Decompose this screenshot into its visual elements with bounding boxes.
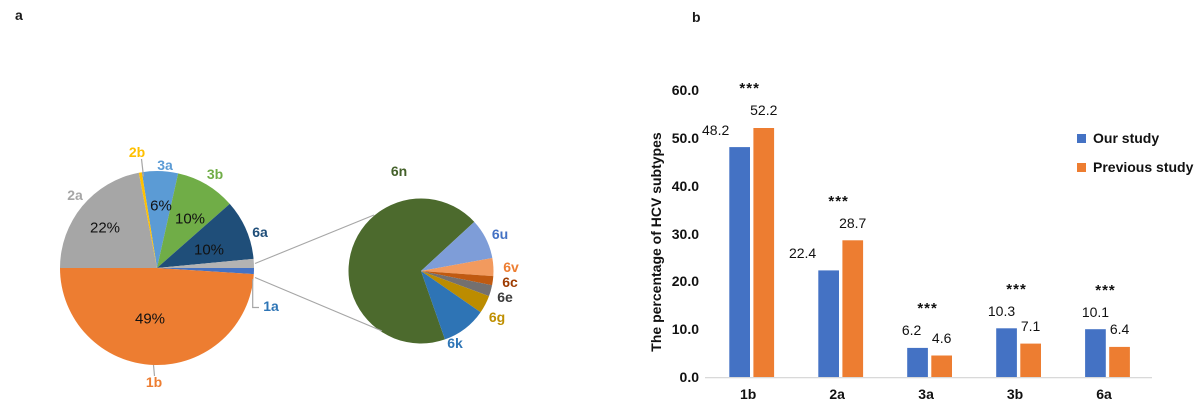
legend-label-previous-study: Previous study xyxy=(1093,159,1194,175)
pie-value-3b: 10% xyxy=(174,210,206,228)
y-tick-label-60.0: 60.0 xyxy=(671,82,699,99)
pie-label-6n: 6n xyxy=(390,163,408,179)
bar-value-our-study-6a: 10.1 xyxy=(1081,303,1110,320)
bar-previous-study-6a xyxy=(1109,346,1130,378)
leader-line-1a xyxy=(252,279,259,309)
pie-label-6v: 6v xyxy=(503,259,519,275)
pie-label-6k: 6k xyxy=(447,335,463,351)
panel-a-label: a xyxy=(15,7,23,23)
pie-slice-3b xyxy=(157,173,230,268)
connector-line-top xyxy=(254,214,375,265)
pie-label-3a: 3a xyxy=(157,157,173,173)
significance-stars-2a: *** xyxy=(828,192,849,210)
x-category-label-3b: 3b xyxy=(1006,385,1024,402)
pie-slice-3a xyxy=(141,170,179,268)
bar-our-study-3a xyxy=(907,347,928,378)
bar-our-study-2a xyxy=(818,270,839,378)
bar-value-our-study-2a: 22.4 xyxy=(788,244,817,261)
legend-item-our-study: Our study xyxy=(1077,130,1160,146)
pie-value-3a: 6% xyxy=(150,197,172,215)
y-tick-label-30.0: 30.0 xyxy=(671,225,699,242)
y-tick-label-20.0: 20.0 xyxy=(671,273,699,290)
x-category-label-2a: 2a xyxy=(829,385,845,402)
bar-our-study-6a xyxy=(1085,329,1106,378)
x-axis-baseline xyxy=(705,377,1152,379)
pie-label-6g: 6g xyxy=(488,309,506,325)
pie-slice-6u xyxy=(421,221,493,271)
pie-label-6e: 6e xyxy=(497,289,513,305)
pie-slice-6a xyxy=(157,203,254,268)
bar-value-our-study-3b: 10.3 xyxy=(987,302,1016,319)
bar-value-previous-study-1b: 52.2 xyxy=(750,102,778,119)
panel-b-label: b xyxy=(692,9,701,25)
y-tick-label-40.0: 40.0 xyxy=(671,177,699,194)
bar-value-our-study-1b: 48.2 xyxy=(702,121,730,138)
x-category-label-1b: 1b xyxy=(740,385,757,402)
significance-stars-3a: *** xyxy=(917,300,938,318)
bar-our-study-1b xyxy=(729,147,750,378)
pie-slice-6k xyxy=(421,271,481,340)
bar-value-previous-study-3a: 4.6 xyxy=(931,330,952,346)
pie-label-2a: 2a xyxy=(67,187,83,203)
pie-slice-2a xyxy=(60,172,157,268)
pie-label-6a: 6a xyxy=(252,224,268,240)
pie-label-6u: 6u xyxy=(491,226,509,242)
pie-slice-6e xyxy=(421,271,493,297)
y-tick-label-50.0: 50.0 xyxy=(671,130,699,146)
pie-value-6a: 10% xyxy=(193,241,225,259)
pie-value-1b: 49% xyxy=(134,310,166,328)
legend-item-previous-study: Previous study xyxy=(1077,159,1194,175)
x-category-label-3a: 3a xyxy=(918,385,934,402)
pie-hcv-subtypes xyxy=(60,170,255,366)
pie-slice-6n xyxy=(348,198,475,344)
pie-slice-unlabeled xyxy=(157,258,254,268)
bar-value-previous-study-2a: 28.7 xyxy=(839,214,867,231)
pie-label-1b: 1b xyxy=(145,374,163,390)
connector-line-bottom xyxy=(254,276,383,332)
pie-slice-1a xyxy=(157,268,255,275)
bar-chart-bars xyxy=(729,128,1130,378)
y-tick-label-0.0: 0.0 xyxy=(679,369,699,385)
bar-value-previous-study-6a: 6.4 xyxy=(1109,321,1130,338)
bar-previous-study-1b xyxy=(753,128,775,378)
bar-previous-study-2a xyxy=(842,240,864,378)
pie-label-2b: 2b xyxy=(128,144,146,160)
pie-label-6c: 6c xyxy=(502,274,518,290)
bar-value-our-study-3a: 6.2 xyxy=(901,322,922,339)
bar-previous-study-3b xyxy=(1020,343,1041,378)
legend-label-our-study: Our study xyxy=(1093,130,1160,146)
significance-stars-1b: *** xyxy=(739,80,760,98)
bar-our-study-3b xyxy=(996,328,1017,378)
pie-slice-1b xyxy=(60,268,254,366)
legend-swatch-our-study xyxy=(1077,133,1086,143)
pie-genotype6-expanded xyxy=(348,198,494,344)
bar-previous-study-3a xyxy=(931,355,952,378)
pie-slice-6g xyxy=(421,271,489,313)
pie-slice-2b xyxy=(138,172,157,268)
significance-stars-6a: *** xyxy=(1095,281,1116,299)
pie-label-1a: 1a xyxy=(263,298,279,314)
y-tick-label-10.0: 10.0 xyxy=(671,321,699,338)
leader-line-1b xyxy=(152,364,156,377)
pie-slice-6v xyxy=(421,258,494,277)
bar-value-previous-study-3b: 7.1 xyxy=(1020,318,1041,335)
significance-stars-3b: *** xyxy=(1006,280,1027,298)
pie-slice-6c xyxy=(421,271,494,286)
x-category-label-6a: 6a xyxy=(1096,385,1112,402)
pie-value-2a: 22% xyxy=(89,219,121,237)
pie-label-3b: 3b xyxy=(206,166,224,182)
leader-line-2b xyxy=(140,158,145,177)
legend-swatch-previous-study xyxy=(1077,162,1086,172)
